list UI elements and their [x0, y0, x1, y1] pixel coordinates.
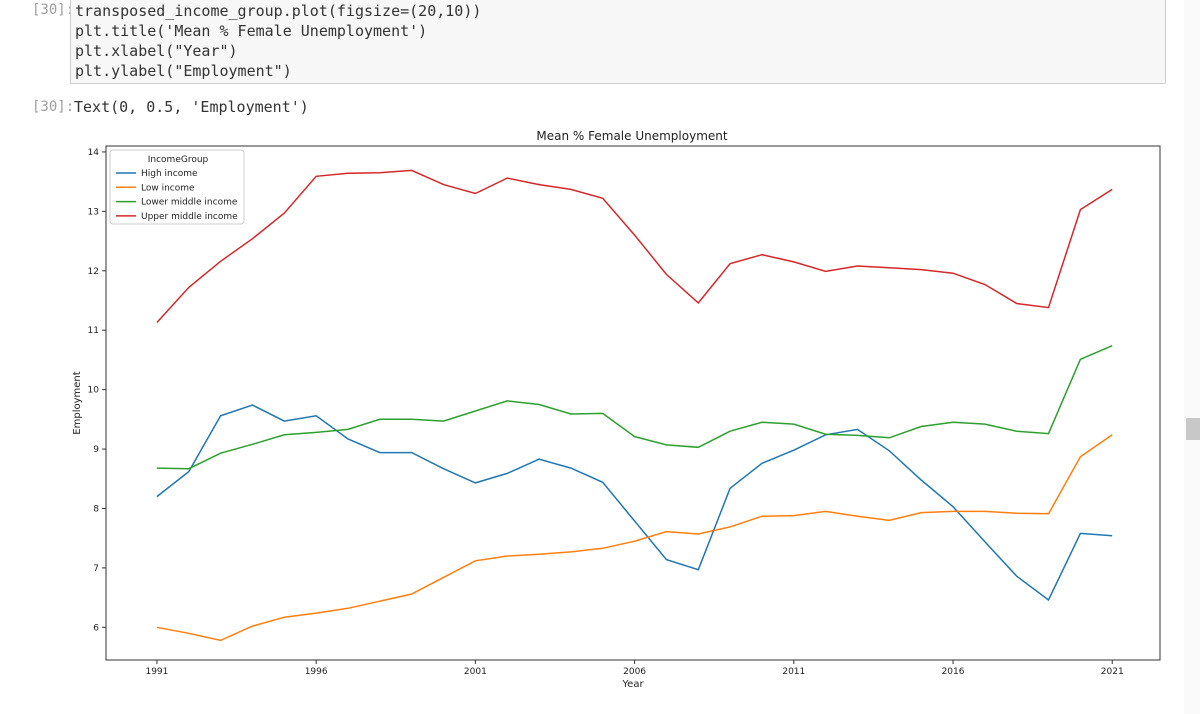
y-axis-label: Employment	[72, 371, 83, 434]
scrollbar-track[interactable]	[1184, 0, 1200, 714]
plot-area	[105, 145, 1161, 661]
x-tick-label: 1991	[145, 667, 168, 677]
x-tick-label: 2006	[623, 667, 646, 677]
x-tick-label: 2001	[464, 667, 487, 677]
output-text: Text(0, 0.5, 'Employment')	[74, 98, 309, 116]
y-tick-label: 14	[88, 148, 100, 158]
y-tick-label: 6	[93, 623, 99, 633]
legend-label-lower-middle-income: Lower middle income	[141, 198, 238, 208]
code-line-3: plt.xlabel("Year")	[75, 42, 238, 60]
x-tick-label: 2016	[942, 667, 965, 677]
scrollbar-thumb[interactable]	[1186, 418, 1200, 440]
legend-label-low-income: Low income	[141, 183, 195, 193]
legend: IncomeGroup High income Low income Lower m…	[109, 149, 245, 225]
series-line-lower-middle-income	[156, 345, 1113, 470]
legend-title: IncomeGroup	[148, 155, 209, 165]
x-axis-label: Year	[621, 679, 644, 690]
y-tick-label: 7	[93, 564, 99, 574]
y-tick-label: 11	[88, 326, 99, 336]
legend-box	[109, 149, 245, 225]
code-line-4: plt.ylabel("Employment")	[75, 62, 292, 80]
input-prompt: [30]:	[32, 2, 75, 18]
legend-label-upper-middle-income: Upper middle income	[141, 212, 238, 222]
y-tick-label: 9	[93, 445, 99, 455]
series-line-low-income	[156, 434, 1113, 642]
series-line-upper-middle-income	[156, 169, 1113, 324]
code-cell-input[interactable]: transposed_income_group.plot(figsize=(20…	[70, 0, 1166, 84]
code-line-2: plt.title('Mean % Female Unemployment')	[75, 22, 428, 40]
y-tick-label: 12	[88, 267, 99, 277]
output-prompt: [30]:	[32, 99, 75, 115]
x-tick-label: 1996	[305, 667, 328, 677]
y-tick-label: 10	[88, 386, 100, 396]
chart-title: Mean % Female Unemployment	[536, 129, 727, 143]
x-tick-label: 2011	[782, 667, 805, 677]
y-tick-label: 13	[88, 207, 99, 217]
code-line-1: transposed_income_group.plot(figsize=(20…	[75, 2, 482, 20]
y-tick-label: 8	[93, 504, 99, 514]
legend-label-high-income: High income	[141, 169, 198, 179]
x-tick-label: 2021	[1101, 667, 1124, 677]
series-line-high-income	[156, 404, 1113, 602]
